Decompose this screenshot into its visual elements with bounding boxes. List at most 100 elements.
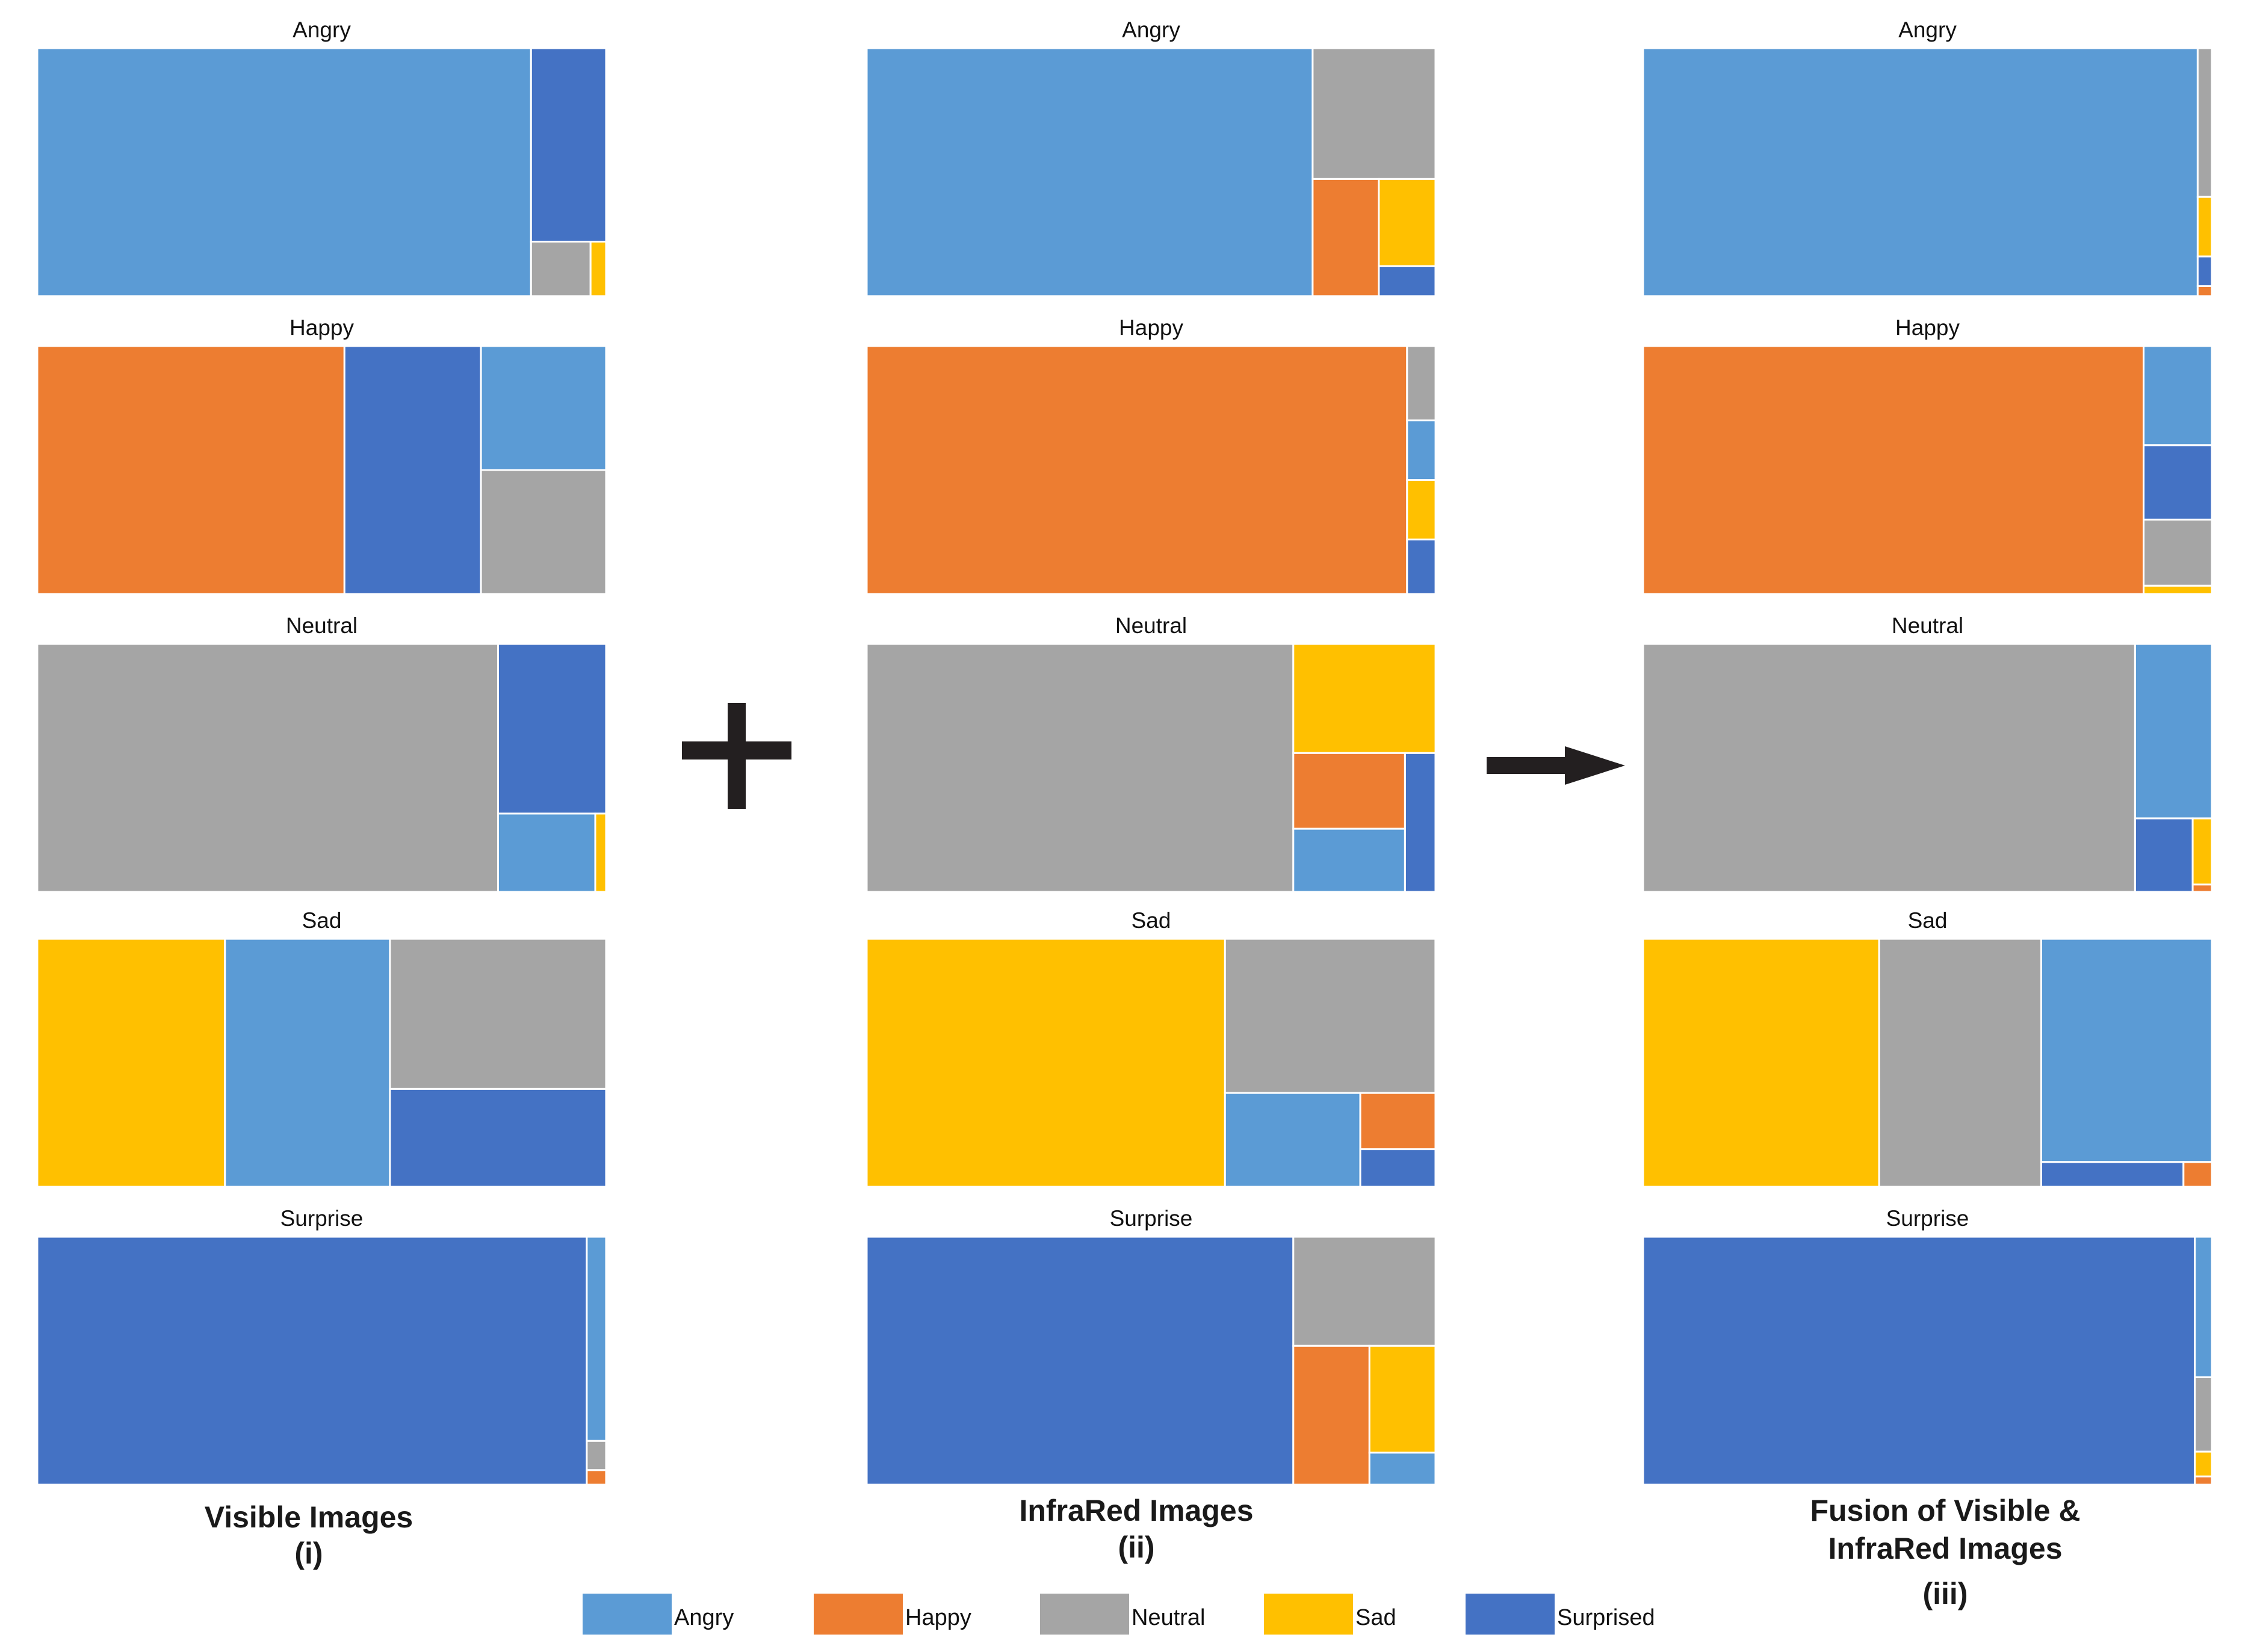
tile-angry — [224, 938, 391, 1188]
legend-label: Happy — [905, 1605, 971, 1630]
tile-neutral — [480, 469, 607, 595]
tile-happy — [865, 345, 1408, 595]
treemap-title: Surprise — [280, 1206, 364, 1231]
tile-surprised — [36, 1236, 588, 1486]
treemap-title: Sad — [1908, 908, 1948, 933]
legend-label: Surprised — [1557, 1605, 1655, 1630]
tile-surprised — [2040, 1161, 2185, 1188]
tile-happy — [1359, 1092, 1437, 1151]
treemap-title: Angry — [1898, 17, 1957, 42]
treemap-angry: Angry — [865, 17, 1437, 297]
tile-sad — [2143, 584, 2213, 595]
panel-caption: InfraRed Images — [1019, 1494, 1253, 1527]
tile-neutral — [1224, 938, 1437, 1094]
tile-sad — [594, 812, 607, 893]
legend: Angry Happy Neutral Sad Surprised — [583, 1594, 1655, 1635]
tile-angry — [2194, 1236, 2213, 1378]
tile-sad — [1378, 178, 1437, 267]
legend-item-happy: Happy — [814, 1594, 971, 1635]
tile-surprised — [1359, 1148, 1437, 1188]
treemap-surprise: Surprise — [1642, 1206, 2213, 1486]
tile-sad — [2196, 196, 2213, 258]
tile-surprised — [2143, 444, 2213, 521]
panel-3: Angry Happy Neutral Sad Surprise — [1642, 17, 2213, 1486]
tile-neutral — [865, 643, 1295, 893]
panel-caption: Fusion of Visible & — [1810, 1494, 2080, 1527]
tile-neutral — [1878, 938, 2042, 1188]
legend-item-sad: Sad — [1264, 1594, 1396, 1635]
tile-neutral — [1642, 643, 2136, 893]
tile-happy — [2196, 285, 2213, 297]
treemap-title: Angry — [293, 17, 351, 42]
treemap-angry: Angry — [1642, 17, 2213, 297]
tile-sad — [1406, 479, 1437, 540]
tile-angry — [480, 345, 607, 471]
arrow-operator — [1487, 746, 1625, 785]
treemap-title: Happy — [1895, 315, 1960, 340]
tile-surprised — [343, 345, 482, 595]
treemap-title: Surprise — [1110, 1206, 1193, 1231]
treemap-sad: Sad — [865, 908, 1437, 1188]
legend-label: Neutral — [1132, 1605, 1206, 1630]
tile-surprised — [1378, 265, 1437, 297]
tile-neutral — [1311, 47, 1437, 180]
tile-angry — [1224, 1092, 1361, 1188]
treemap-surprise: Surprise — [865, 1206, 1437, 1486]
legend-item-neutral: Neutral — [1040, 1594, 1206, 1635]
legend-label: Sad — [1355, 1605, 1396, 1630]
tile-neutral — [2196, 47, 2213, 198]
tile-happy — [2182, 1161, 2213, 1188]
tile-angry — [865, 47, 1314, 297]
tile-happy — [36, 345, 345, 595]
tile-neutral — [2194, 1376, 2213, 1453]
panel-2: Angry Happy Neutral Sad Surprise — [865, 17, 1437, 1486]
tile-sad — [1642, 938, 1880, 1188]
treemap-sad: Sad — [1642, 908, 2213, 1188]
panel-caption: (i) — [294, 1536, 323, 1570]
tile-surprised — [2196, 255, 2213, 288]
tile-neutral — [1292, 1236, 1437, 1347]
tile-happy — [2194, 1475, 2213, 1486]
tile-surprised — [865, 1236, 1295, 1486]
legend-swatch — [1040, 1594, 1129, 1635]
tile-surprised — [497, 643, 607, 815]
treemap-title: Neutral — [1115, 613, 1187, 638]
treemap-title: Happy — [1119, 315, 1183, 340]
treemap-title: Sad — [302, 908, 342, 933]
tile-angry — [2134, 643, 2213, 820]
treemap-title: Sad — [1132, 908, 1171, 933]
treemap-title: Happy — [290, 315, 354, 340]
tile-angry — [1406, 419, 1437, 481]
tile-angry — [2143, 345, 2213, 447]
panel-caption: (iii) — [1923, 1577, 1968, 1610]
treemap-neutral: Neutral — [36, 613, 607, 893]
tile-sad — [2191, 817, 2213, 886]
panel-caption: Visible Images — [205, 1500, 413, 1534]
tile-happy — [1292, 1344, 1370, 1486]
tile-angry — [1642, 47, 2199, 297]
legend-item-surprised: Surprised — [1466, 1594, 1655, 1635]
treemap-title: Neutral — [286, 613, 358, 638]
tile-happy — [586, 1469, 607, 1486]
tile-happy — [1292, 752, 1406, 830]
tile-angry — [36, 47, 532, 297]
tile-surprised — [2134, 817, 2194, 893]
legend-swatch — [583, 1594, 672, 1635]
tile-surprised — [530, 47, 607, 243]
tile-surprised — [1406, 538, 1437, 595]
legend-swatch — [1466, 1594, 1555, 1635]
tile-angry — [2040, 938, 2213, 1163]
tile-neutral — [36, 643, 499, 893]
tile-sad — [1292, 643, 1437, 754]
treemap-title: Surprise — [1886, 1206, 1969, 1231]
treemap-angry: Angry — [36, 17, 607, 297]
tile-sad — [589, 241, 607, 297]
treemap-title: Angry — [1122, 17, 1180, 42]
treemap-happy: Happy — [1642, 315, 2213, 595]
tile-surprised — [1404, 752, 1437, 893]
tile-neutral — [389, 938, 607, 1090]
treemap-neutral: Neutral — [865, 613, 1437, 893]
treemap-happy: Happy — [36, 315, 607, 595]
tile-surprised — [1642, 1236, 2196, 1486]
